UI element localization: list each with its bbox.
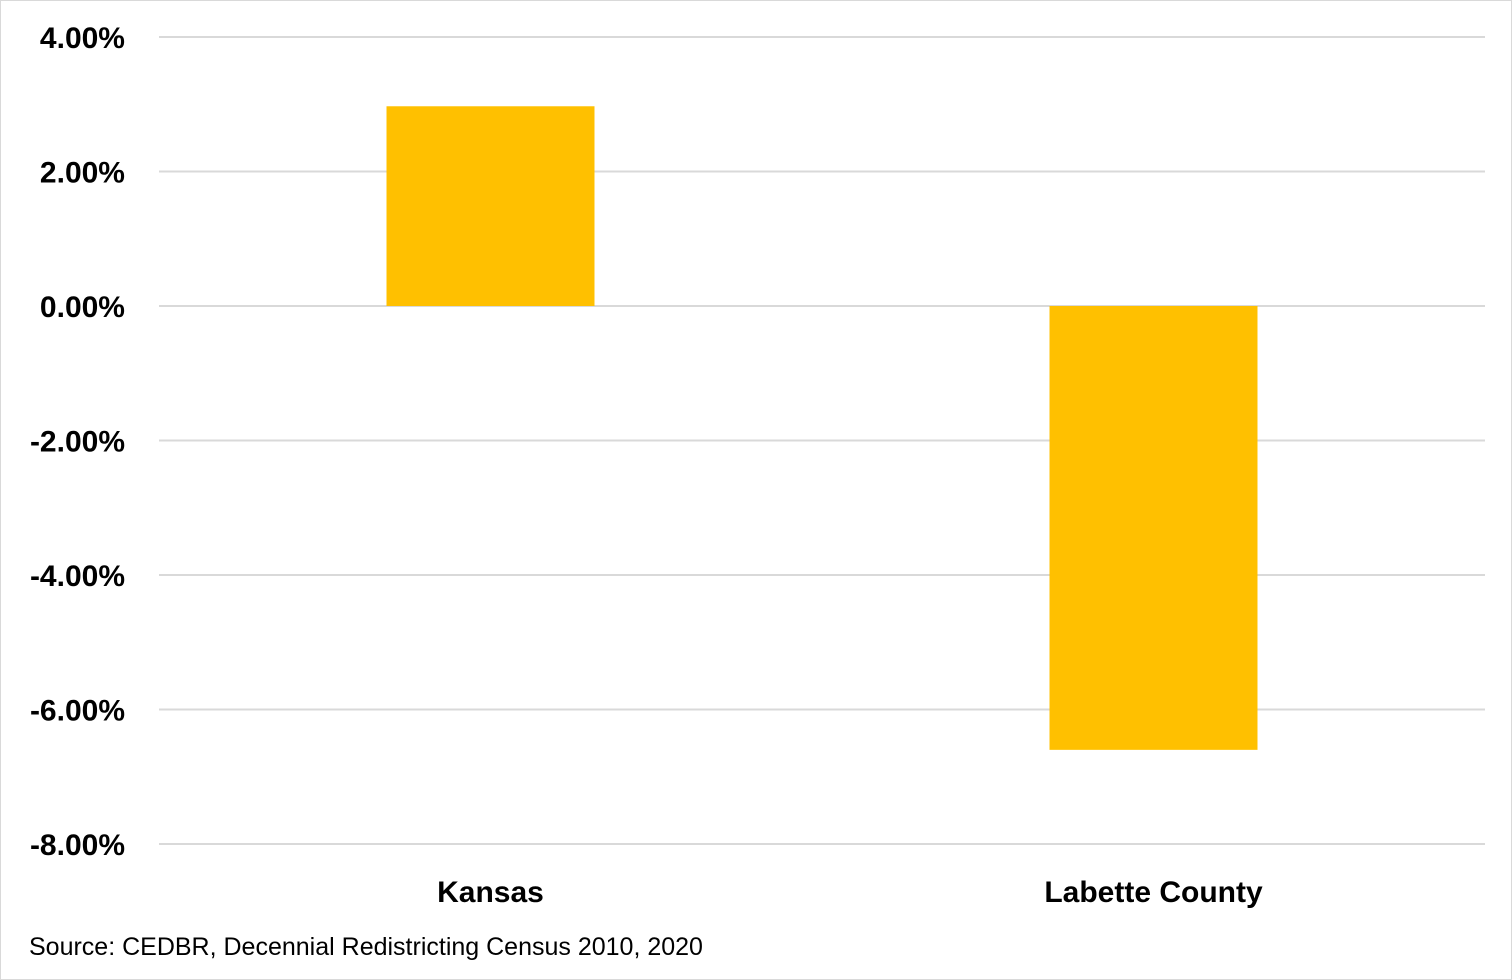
x-axis-category-labels: Kansas Labette County <box>437 876 1263 909</box>
y-tick-label: -8.00% <box>30 829 125 862</box>
source-note: Source: CEDBR, Decennial Redistricting C… <box>29 933 703 961</box>
bar-kansas <box>386 106 595 306</box>
category-label: Labette County <box>1044 876 1263 909</box>
y-tick-label: -6.00% <box>30 695 125 728</box>
y-tick-label: -4.00% <box>30 560 125 593</box>
category-label: Kansas <box>437 876 544 909</box>
gridlines <box>159 36 1485 845</box>
y-axis-tick-labels: 4.00% 2.00% 0.00% -2.00% -4.00% -6.00% -8.00% <box>30 22 125 862</box>
y-tick-label: 2.00% <box>40 157 125 190</box>
bar-labette-county <box>1049 306 1258 750</box>
y-tick-label: 0.00% <box>40 291 125 324</box>
y-tick-label: 4.00% <box>40 22 125 55</box>
bars <box>386 106 1258 750</box>
y-tick-label: -2.00% <box>30 426 125 459</box>
